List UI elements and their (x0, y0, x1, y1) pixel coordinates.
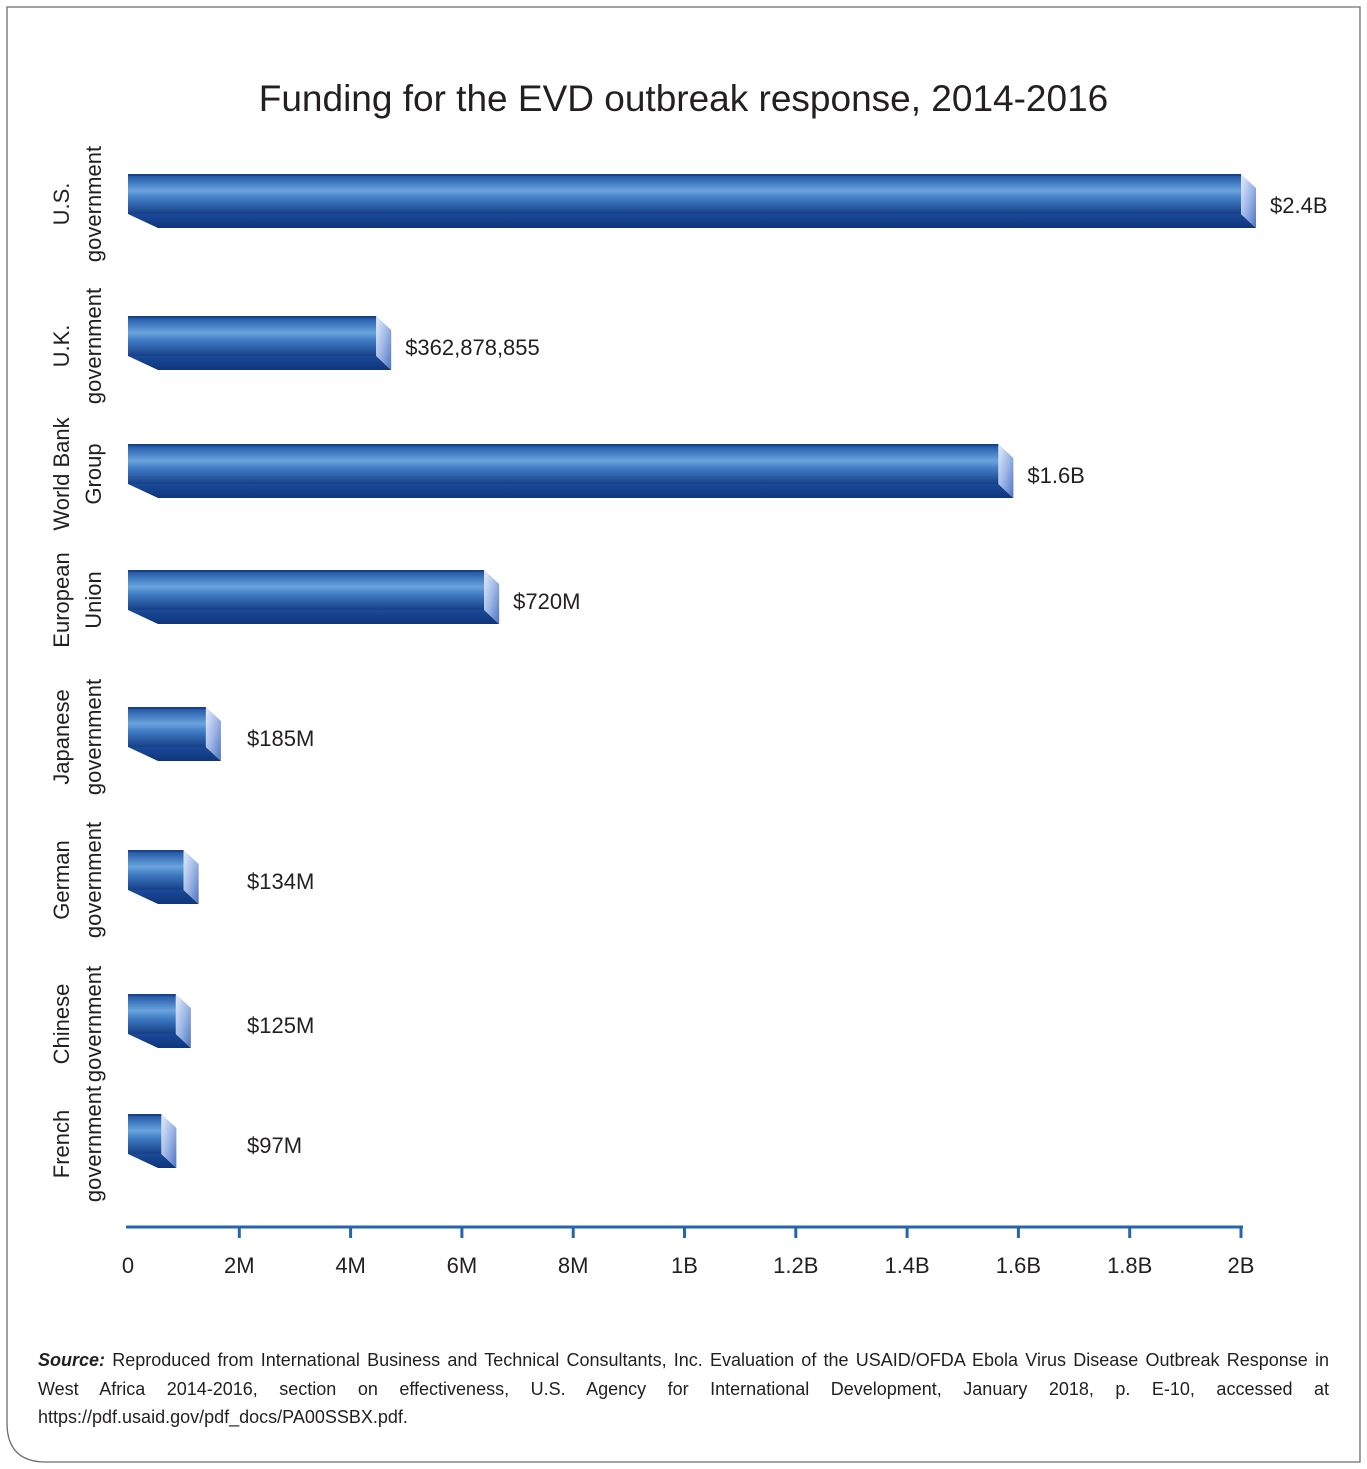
bar-face (128, 994, 176, 1034)
category-label: Chinese government (49, 966, 106, 1082)
bar-underside (128, 1034, 191, 1048)
value-label: $720M (513, 589, 580, 614)
bar-face (128, 174, 1241, 214)
category-label: World Bank Group (49, 416, 106, 530)
category-label: German government (49, 822, 106, 938)
value-label: $362,878,855 (405, 335, 540, 360)
category-label-line: German (49, 840, 74, 919)
category-label: U.S. government (49, 146, 106, 262)
bar-endcap (161, 1114, 177, 1168)
value-label: $1.6B (1027, 463, 1085, 488)
category-label: French government (49, 1086, 106, 1202)
bar-endcap (175, 994, 191, 1048)
bar-0: $2.4B U.S. government (49, 146, 1328, 262)
category-label-line: U.K. (49, 325, 74, 368)
category-label-line: U.S. (49, 183, 74, 226)
bar-face (128, 316, 377, 356)
bar-endcap (205, 707, 221, 761)
bar-face (128, 1114, 162, 1154)
bar-1: $362,878,855 U.K. government (49, 288, 540, 404)
bar-endcap (183, 850, 199, 904)
value-label: $2.4B (1270, 193, 1328, 218)
category-label-line: government (81, 822, 106, 938)
bar-7: $97M French government (49, 1086, 302, 1202)
category-label-line: French (49, 1110, 74, 1178)
category-label-line: Chinese (49, 984, 74, 1065)
bar-face (128, 850, 184, 890)
x-tick-label: 1.2B (773, 1253, 818, 1278)
category-label-line: government (81, 288, 106, 404)
x-tick-label: 1.6B (996, 1253, 1041, 1278)
value-label: $97M (247, 1133, 302, 1158)
bar-underside (128, 1154, 177, 1168)
source-label: Source: (38, 1350, 106, 1370)
bar-underside (128, 356, 392, 370)
source-text: Reproduced from International Business a… (38, 1350, 1329, 1427)
bar-face (128, 444, 999, 484)
bar-underside (128, 484, 1014, 498)
x-tick-label: 8M (558, 1253, 589, 1278)
category-label-line: European (49, 552, 74, 647)
category-label: Japanese government (49, 679, 106, 795)
bar-underside (128, 747, 221, 761)
x-tick-label: 1B (671, 1253, 698, 1278)
bar-endcap (998, 444, 1014, 498)
category-label-line: government (81, 146, 106, 262)
category-label-line: government (81, 966, 106, 1082)
category-label-line: Union (81, 571, 106, 628)
value-label: $134M (247, 869, 314, 894)
bar-endcap (376, 316, 392, 370)
bar-face (128, 707, 206, 747)
bar-face (128, 570, 485, 610)
category-label-line: World Bank (49, 416, 74, 530)
bar-endcap (484, 570, 500, 624)
bar-underside (128, 214, 1256, 228)
chart-title: Funding for the EVD outbreak response, 2… (258, 78, 1109, 119)
x-tick-label: 2B (1228, 1253, 1255, 1278)
category-label: U.K. government (49, 288, 106, 404)
bar-2: $1.6B World Bank Group (49, 416, 1085, 530)
bars-layer: $2.4B U.S. government $362,878,855 U.K. gover… (49, 146, 1328, 1202)
bar-5: $134M German government (49, 822, 314, 938)
category-label-line: Group (81, 443, 106, 504)
value-label: $125M (247, 1013, 314, 1038)
bar-underside (128, 610, 500, 624)
x-tick-label: 4M (335, 1253, 366, 1278)
x-tick-label: 0 (122, 1253, 134, 1278)
bar-endcap (1241, 174, 1256, 228)
x-tick-label: 2M (224, 1253, 255, 1278)
chart-frame (6, 6, 1361, 1463)
x-tick-label: 1.4B (884, 1253, 929, 1278)
source-note: Source: Reproduced from International Bu… (38, 1346, 1329, 1432)
bar-3: $720M European Union (49, 552, 580, 647)
x-tick-label: 1.8B (1107, 1253, 1152, 1278)
x-axis: 0 2M 4M 6M 8M 1B 1.2B 1.4B 1.6B 1.8B 2B (122, 1225, 1255, 1278)
category-label-line: government (81, 679, 106, 795)
category-label: European Union (49, 552, 106, 647)
category-label-line: government (81, 1086, 106, 1202)
x-tick-label: 6M (447, 1253, 478, 1278)
value-label: $185M (247, 726, 314, 751)
category-label-line: Japanese (49, 689, 74, 784)
bar-underside (128, 890, 199, 904)
bar-4: $185M Japanese government (49, 679, 314, 795)
bar-6: $125M Chinese government (49, 966, 314, 1082)
